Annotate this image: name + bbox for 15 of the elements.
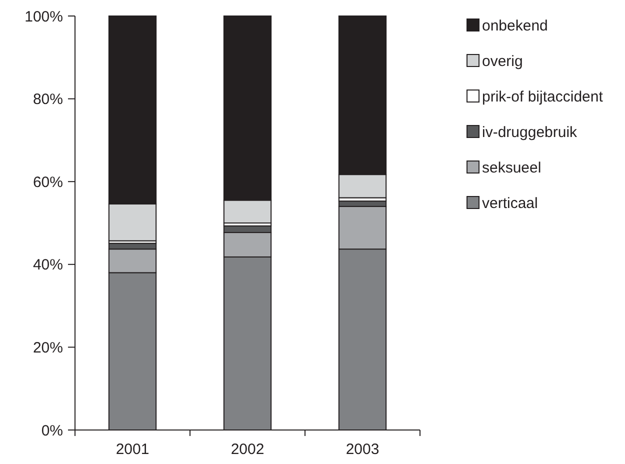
y-tick-label: 20% [32, 339, 63, 356]
y-tick-label: 40% [32, 256, 63, 274]
legend-label: prik-of bijtaccident [482, 88, 604, 106]
y-tick-label: 60% [32, 174, 63, 191]
y-tick-label: 100% [24, 8, 63, 26]
x-tick-label: 2002 [230, 441, 264, 458]
legend-label: verticaal [482, 194, 538, 212]
legend-label: seksueel [482, 159, 542, 176]
x-tick-label: 2001 [116, 441, 150, 458]
y-tick-label: 0% [41, 422, 63, 440]
legend-label: iv-druggebruik [482, 124, 578, 141]
x-tick-label: 2003 [346, 441, 380, 458]
y-tick-label: 80% [32, 91, 63, 108]
legend-label: overig [482, 52, 523, 70]
legend-label: onbekend [482, 17, 548, 34]
